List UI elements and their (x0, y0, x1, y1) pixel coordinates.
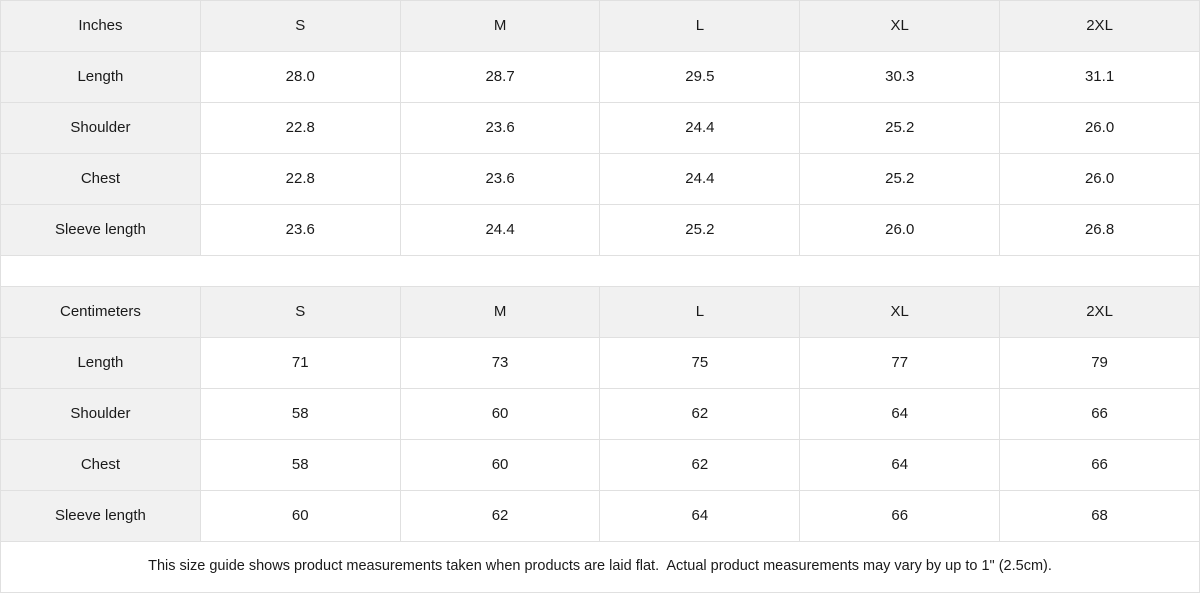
cell-chest-xl-in: 25.2 (799, 153, 1001, 205)
cell-chest-s-cm: 58 (199, 439, 401, 491)
cell-length-l-cm: 75 (599, 337, 801, 389)
table-row: Chest 58 60 62 64 66 (0, 439, 1200, 491)
cell-chest-l-in: 24.4 (599, 153, 801, 205)
cell-length-xl-cm: 77 (799, 337, 1001, 389)
cell-length-2xl-in: 31.1 (999, 51, 1200, 103)
table-row: Shoulder 58 60 62 64 66 (0, 388, 1200, 440)
cell-shoulder-m-cm: 60 (399, 388, 601, 440)
cell-length-l-in: 29.5 (599, 51, 801, 103)
spacer-cell (999, 255, 1200, 287)
cell-length-m-in: 28.7 (399, 51, 601, 103)
centimeters-size-header-2xl: 2XL (999, 286, 1200, 338)
cell-sleeve-length-2xl-in: 26.8 (999, 204, 1200, 256)
centimeters-header-row: Centimeters S M L XL 2XL (0, 286, 1200, 338)
centimeters-size-header-xl: XL (799, 286, 1001, 338)
cell-sleeve-length-l-cm: 64 (599, 490, 801, 542)
measurement-label-sleeve-length-in: Sleeve length (0, 204, 201, 256)
cell-length-s-cm: 71 (199, 337, 401, 389)
cell-sleeve-length-2xl-cm: 68 (999, 490, 1200, 542)
centimeters-size-header-l: L (599, 286, 801, 338)
inches-unit-label: Inches (0, 0, 201, 52)
table-row: Length 28.0 28.7 29.5 30.3 31.1 (0, 51, 1200, 103)
size-guide-footer-note: This size guide shows product measuremen… (0, 541, 1200, 593)
inches-header-row: Inches S M L XL 2XL (0, 0, 1200, 52)
cell-chest-2xl-cm: 66 (999, 439, 1200, 491)
table-row: Length 71 73 75 77 79 (0, 337, 1200, 389)
cell-length-2xl-cm: 79 (999, 337, 1200, 389)
table-row: Shoulder 22.8 23.6 24.4 25.2 26.0 (0, 102, 1200, 154)
cell-sleeve-length-m-in: 24.4 (399, 204, 601, 256)
measurement-label-chest-in: Chest (0, 153, 201, 205)
cell-shoulder-xl-cm: 64 (799, 388, 1001, 440)
cell-shoulder-s-in: 22.8 (199, 102, 401, 154)
measurement-label-sleeve-length-cm: Sleeve length (0, 490, 201, 542)
cell-shoulder-m-in: 23.6 (399, 102, 601, 154)
measurement-label-length-cm: Length (0, 337, 201, 389)
inches-size-header-l: L (599, 0, 801, 52)
centimeters-unit-label: Centimeters (0, 286, 201, 338)
spacer-cell (0, 255, 201, 287)
spacer-cell (200, 255, 401, 287)
cell-sleeve-length-m-cm: 62 (399, 490, 601, 542)
centimeters-size-header-s: S (199, 286, 401, 338)
cell-chest-l-cm: 62 (599, 439, 801, 491)
spacer-cell (799, 255, 1000, 287)
cell-length-m-cm: 73 (399, 337, 601, 389)
inches-size-header-xl: XL (799, 0, 1001, 52)
cell-length-xl-in: 30.3 (799, 51, 1001, 103)
table-spacer-row (0, 255, 1200, 287)
cell-chest-s-in: 22.8 (199, 153, 401, 205)
cell-shoulder-2xl-cm: 66 (999, 388, 1200, 440)
cell-shoulder-s-cm: 58 (199, 388, 401, 440)
measurement-label-chest-cm: Chest (0, 439, 201, 491)
inches-size-header-2xl: 2XL (999, 0, 1200, 52)
spacer-cell (599, 255, 800, 287)
inches-size-header-s: S (199, 0, 401, 52)
spacer-cell (400, 255, 600, 287)
centimeters-size-header-m: M (399, 286, 601, 338)
table-row: Sleeve length 23.6 24.4 25.2 26.0 26.8 (0, 204, 1200, 256)
measurement-label-length-in: Length (0, 51, 201, 103)
size-guide-footer-row: This size guide shows product measuremen… (0, 541, 1200, 593)
cell-shoulder-2xl-in: 26.0 (999, 102, 1200, 154)
cell-length-s-in: 28.0 (199, 51, 401, 103)
cell-chest-m-in: 23.6 (399, 153, 601, 205)
cell-chest-xl-cm: 64 (799, 439, 1001, 491)
cell-sleeve-length-s-cm: 60 (199, 490, 401, 542)
cell-sleeve-length-s-in: 23.6 (199, 204, 401, 256)
cell-shoulder-xl-in: 25.2 (799, 102, 1001, 154)
table-row: Chest 22.8 23.6 24.4 25.2 26.0 (0, 153, 1200, 205)
cell-chest-m-cm: 60 (399, 439, 601, 491)
cell-sleeve-length-l-in: 25.2 (599, 204, 801, 256)
measurement-label-shoulder-in: Shoulder (0, 102, 201, 154)
table-row: Sleeve length 60 62 64 66 68 (0, 490, 1200, 542)
cell-shoulder-l-in: 24.4 (599, 102, 801, 154)
cell-sleeve-length-xl-cm: 66 (799, 490, 1001, 542)
cell-sleeve-length-xl-in: 26.0 (799, 204, 1001, 256)
cell-chest-2xl-in: 26.0 (999, 153, 1200, 205)
inches-size-header-m: M (399, 0, 601, 52)
measurement-label-shoulder-cm: Shoulder (0, 388, 201, 440)
cell-shoulder-l-cm: 62 (599, 388, 801, 440)
